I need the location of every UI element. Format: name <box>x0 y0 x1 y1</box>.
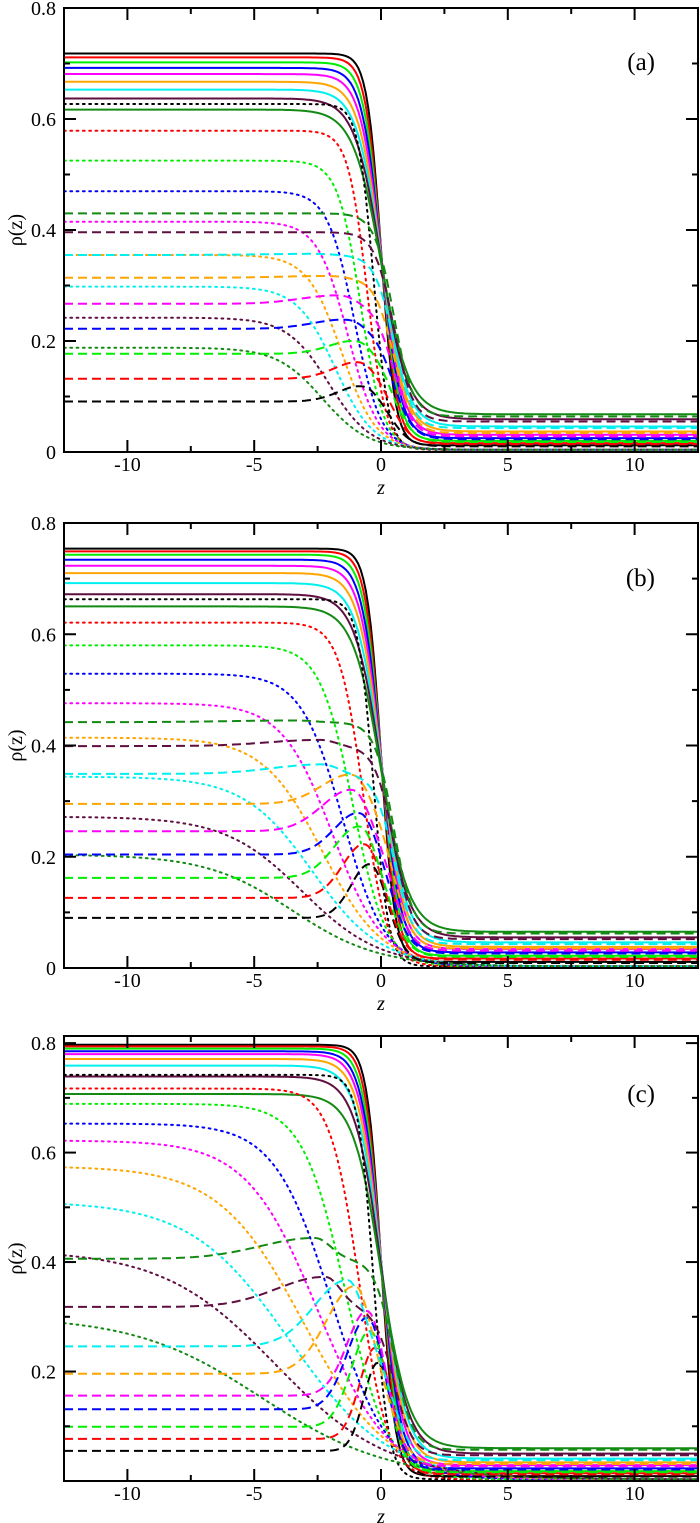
x-tick-label: -5 <box>246 454 263 476</box>
series-line-darkgreen-dashed <box>64 719 698 935</box>
series-line-green-dashed <box>64 825 698 958</box>
panel-a: -10 -5 0 5 10 0 0.2 0.4 0.6 0.8 z ρ(z) (a) <box>5 0 699 499</box>
series-line-black-dashed <box>64 385 698 448</box>
panel-label: (b) <box>626 565 655 592</box>
y-axis-label: ρ(z) <box>5 729 27 761</box>
series-line-orange-dashed <box>64 773 698 950</box>
x-tick-label: 0 <box>376 1483 386 1505</box>
series-line-maroon-dashed <box>64 231 698 423</box>
series-group <box>64 1043 698 1481</box>
series-line-maroon-dotted <box>64 1254 698 1481</box>
x-tick-label: -5 <box>246 1483 263 1505</box>
series-line-cyan-dotted <box>64 285 698 451</box>
series-line-darkgreen-dashed <box>64 1237 698 1451</box>
series-line-magenta-dashed <box>64 788 698 952</box>
series-line-green-dashed <box>64 340 698 443</box>
series-line-red-dashed <box>64 843 698 961</box>
x-tick-label: 0 <box>376 454 386 476</box>
x-tick-label: 10 <box>625 1483 645 1505</box>
series-line-darkgreen-solid <box>64 108 698 416</box>
y-tick-label: 0.4 <box>31 220 56 242</box>
series-line-blue-dotted <box>64 190 698 451</box>
x-tick-label: 10 <box>625 454 645 476</box>
x-tick-label: -10 <box>114 970 141 992</box>
series-line-black-dotted <box>64 598 698 968</box>
series-line-green-dotted <box>64 1102 698 1481</box>
series-line-red-dotted <box>64 1087 698 1481</box>
series-line-darkgreen-dashed <box>64 212 698 418</box>
y-tick-label: 0.2 <box>31 847 56 869</box>
series-line-cyan-dashed <box>64 1279 698 1462</box>
series-line-green-dotted <box>64 644 698 968</box>
panel-label: (a) <box>627 49 655 76</box>
x-tick-label: -10 <box>114 1483 141 1505</box>
panel-label: (c) <box>627 1081 655 1108</box>
series-line-green-dotted <box>64 159 698 451</box>
series-line-black-dashed <box>64 863 698 964</box>
y-tick-label: 0.8 <box>31 0 56 20</box>
y-axis-label: ρ(z) <box>5 214 27 246</box>
series-line-magenta-dashed <box>64 1309 698 1468</box>
x-tick-label: -5 <box>246 970 263 992</box>
series-group <box>64 547 698 968</box>
x-tick-label: -10 <box>114 454 141 476</box>
series-line-orange-dotted <box>64 254 698 451</box>
series-line-cyan-dashed <box>64 763 698 946</box>
series-line-black-dotted <box>64 103 698 451</box>
x-axis-label: z <box>376 993 385 1015</box>
series-line-red-dashed <box>64 361 698 446</box>
series-line-black-dashed <box>64 1361 698 1478</box>
y-tick-label: 0 <box>46 958 56 980</box>
x-axis-label: z <box>376 477 385 499</box>
y-tick-label: 0.4 <box>31 1252 56 1274</box>
series-line-orange-dashed <box>64 1285 698 1465</box>
panel-c: -10 -5 0 5 10 0.2 0.4 0.6 0.8 z ρ(z) (c) <box>5 1033 699 1523</box>
y-tick-label: 0.2 <box>31 331 56 353</box>
y-axis-label: ρ(z) <box>5 1242 27 1274</box>
x-tick-label: 10 <box>625 970 645 992</box>
series-line-cyan-dashed <box>64 252 698 430</box>
x-axis-label: z <box>376 1506 385 1523</box>
series-line-maroon-dashed <box>64 738 698 941</box>
y-tick-label: 0.6 <box>31 109 56 131</box>
series-line-blue-dashed <box>64 1316 698 1471</box>
x-tick-label: 5 <box>503 454 513 476</box>
series-group <box>64 52 698 451</box>
y-tick-label: 0.4 <box>31 736 56 758</box>
series-line-magenta-dashed <box>64 294 698 438</box>
y-tick-label: 0.2 <box>31 1362 56 1384</box>
x-tick-label: 5 <box>503 1483 513 1505</box>
series-line-blue-dotted <box>64 1122 698 1481</box>
y-tick-label: 0 <box>46 442 56 464</box>
y-tick-label: 0.6 <box>31 1143 56 1165</box>
series-line-blue-dashed <box>64 811 698 955</box>
y-tick-label: 0.8 <box>31 513 56 535</box>
series-line-darkgreen-solid <box>64 1093 698 1450</box>
series-line-orange-dashed <box>64 275 698 435</box>
series-line-cyan-dotted <box>64 775 698 968</box>
y-tick-label: 0.6 <box>31 624 56 646</box>
x-tick-label: 0 <box>376 970 386 992</box>
series-line-magenta-dotted <box>64 1139 698 1481</box>
series-line-blue-dashed <box>64 318 698 441</box>
x-tick-label: 5 <box>503 970 513 992</box>
y-tick-label: 0.8 <box>31 1033 56 1055</box>
series-line-orange-dotted <box>64 1166 698 1481</box>
series-line-maroon-dashed <box>64 1275 698 1457</box>
panel-b: -10 -5 0 5 10 0 0.2 0.4 0.6 0.8 z ρ(z) (b) <box>5 513 699 1015</box>
